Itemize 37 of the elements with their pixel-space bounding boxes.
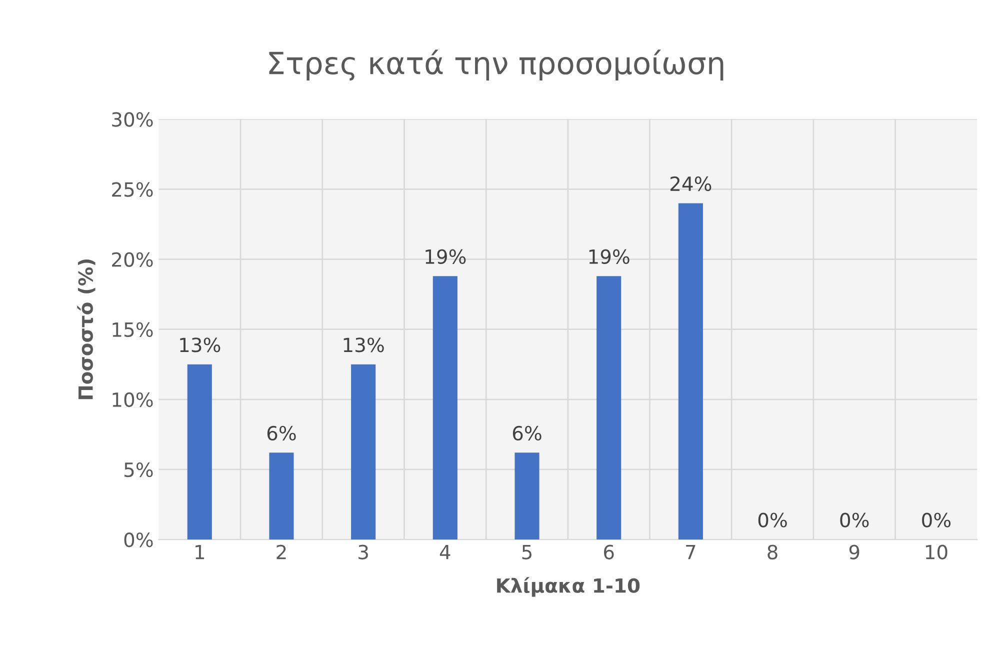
data-label: 24% [670,176,712,192]
x-tick-label: 9 [849,544,860,560]
bar [187,364,212,540]
x-axis-title: Κλίμακα 1-10 [497,577,640,597]
y-tick-label: 0% [124,532,153,548]
data-label: 19% [589,249,630,264]
data-label: 0% [922,512,951,528]
data-label: 6% [267,426,296,441]
x-tick-label: 8 [768,544,778,560]
x-tick-label: 2 [276,544,286,560]
x-tick-label: 3 [358,544,368,560]
y-tick-label: 10% [112,392,153,408]
bar [596,276,622,540]
bar [351,364,376,540]
bar [432,276,458,540]
y-tick-label: 30% [112,112,153,127]
x-tick-label: 7 [686,544,696,560]
x-tick-label: 10 [926,544,948,560]
bar [269,452,294,540]
data-label: 6% [512,426,542,441]
data-label: 0% [840,512,869,528]
bar [678,203,703,540]
chart-title: Στρες κατά την προσομοίωση [269,50,724,81]
y-tick-label: 5% [124,462,153,478]
y-tick-label: 25% [112,182,153,197]
y-axis-title: Ποσοστό (%) [77,259,96,400]
x-tick-label: 5 [522,544,532,560]
x-tick-label: 6 [604,544,614,560]
data-label: 13% [180,338,220,352]
data-label: 0% [758,512,787,528]
y-tick-label: 20% [112,252,153,267]
x-tick-label: 1 [196,544,204,560]
x-tick-label: 4 [440,544,450,560]
data-label: 13% [344,338,384,352]
bar [514,452,540,540]
data-label: 19% [426,249,466,264]
y-tick-label: 15% [112,322,153,338]
